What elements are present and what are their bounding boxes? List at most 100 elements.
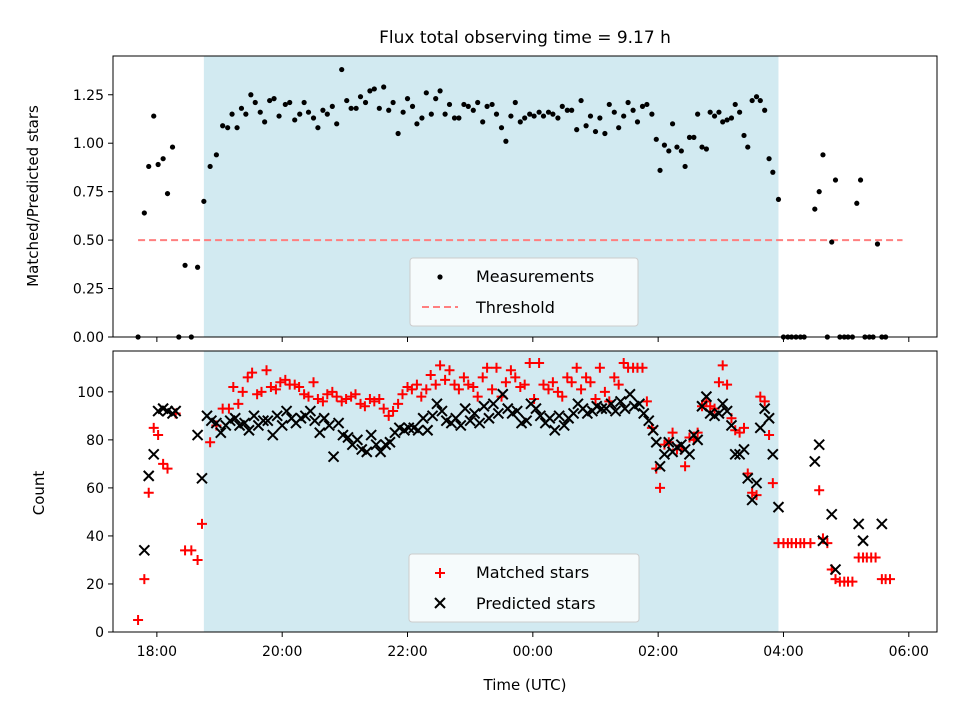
- measurement-point: [489, 101, 495, 108]
- matched-star-point: [449, 379, 460, 390]
- measurement-point: [611, 109, 617, 115]
- matched-star-point: [543, 384, 554, 395]
- predicted-star-point: [450, 412, 462, 424]
- predicted-star-point: [238, 417, 251, 429]
- measurement-point: [583, 123, 589, 129]
- predicted-star-point: [267, 429, 279, 441]
- predicted-star-point: [650, 436, 662, 448]
- matched-star-point: [613, 379, 624, 390]
- matched-star-point: [547, 377, 558, 388]
- measurement-point: [207, 163, 213, 170]
- matched-star-point: [576, 384, 587, 395]
- matched-star-point: [393, 398, 404, 409]
- measurement-point: [428, 111, 434, 117]
- y-tick-label: 100: [77, 385, 104, 401]
- measurement-point: [320, 107, 326, 113]
- measurement-point: [703, 146, 710, 152]
- matched-star-point: [590, 394, 601, 405]
- measurement-point: [508, 113, 514, 119]
- x-tick-label: 00:00: [513, 644, 553, 660]
- predicted-star-point: [248, 410, 260, 422]
- predicted-star-point: [210, 417, 223, 429]
- x-tick-label: 04:00: [763, 644, 803, 660]
- measurement-point: [644, 101, 650, 108]
- measurement-point: [248, 92, 254, 98]
- matched-star-point: [482, 362, 493, 373]
- matched-star-point: [275, 377, 286, 388]
- x-tick-label: 20:00: [262, 644, 302, 660]
- predicted-star-point: [534, 410, 547, 422]
- measurement-point: [691, 134, 697, 140]
- measurement-point: [770, 169, 776, 175]
- predicted-star-point: [817, 535, 829, 547]
- y-tick-label: 0.75: [73, 185, 104, 201]
- measurement-point: [484, 103, 490, 109]
- predicted-star-point: [455, 419, 467, 432]
- measurement-point: [630, 107, 636, 113]
- x-tick-label: 06:00: [889, 644, 929, 660]
- legend-predicted-label: Predicted stars: [476, 594, 596, 613]
- legend-measurements-marker: [437, 274, 443, 280]
- matched-star-point: [388, 406, 399, 417]
- predicted-star-point: [351, 434, 364, 446]
- y-tick-label: 0.25: [73, 282, 104, 298]
- matched-star-point: [885, 574, 896, 585]
- measurement-point: [324, 111, 330, 117]
- measurement-point: [461, 101, 467, 108]
- predicted-star-point: [750, 477, 763, 489]
- predicted-star-point: [596, 402, 608, 415]
- matched-star-point: [317, 396, 328, 407]
- predicted-star-point: [191, 429, 204, 441]
- measurement-point: [276, 113, 282, 119]
- predicted-star-point: [262, 414, 274, 427]
- measurement-point: [832, 177, 839, 183]
- matched-star-point: [196, 518, 207, 529]
- matched-star-point: [425, 370, 436, 381]
- measurement-point: [339, 66, 345, 73]
- matched-star-point: [722, 379, 733, 390]
- predicted-star-point: [553, 410, 565, 422]
- predicted-star-point: [412, 424, 424, 436]
- matched-star-point: [571, 362, 582, 373]
- predicted-star-point: [487, 398, 500, 410]
- measurement-point: [376, 105, 382, 111]
- matched-star-point: [713, 377, 724, 388]
- matched-star-point: [312, 394, 323, 405]
- matched-star-point: [814, 485, 825, 496]
- measurement-point: [229, 111, 235, 117]
- predicted-star-point: [758, 402, 771, 415]
- matched-star-point: [265, 382, 276, 393]
- x-tick-label: 22:00: [387, 644, 427, 660]
- predicted-star-point: [700, 390, 713, 403]
- matched-star-point: [435, 360, 446, 371]
- legend-predicted-marker: [434, 597, 446, 609]
- matched-star-point: [742, 468, 753, 479]
- measurement-point: [707, 109, 713, 115]
- matched-star-point: [143, 487, 154, 498]
- predicted-star-point: [473, 417, 486, 429]
- matched-star-point: [566, 377, 577, 388]
- measurement-point: [527, 111, 533, 117]
- measurement-point: [602, 130, 608, 137]
- measurement-point: [151, 113, 157, 119]
- predicted-star-point: [492, 407, 505, 420]
- measurement-point: [812, 206, 818, 212]
- measurement-point: [522, 115, 528, 121]
- x-tick-label: 02:00: [638, 644, 678, 660]
- measurement-point: [451, 115, 458, 121]
- predicted-star-point: [483, 412, 495, 424]
- measurement-point: [414, 121, 420, 127]
- predicted-star-point: [754, 422, 767, 434]
- bottom-legend: Matched stars Predicted stars: [408, 553, 640, 623]
- matched-star-point: [468, 382, 479, 393]
- measurement-point: [225, 125, 231, 131]
- matched-star-point: [223, 403, 234, 414]
- bottom-legend-box: [408, 553, 640, 623]
- predicted-star-point: [417, 412, 429, 424]
- measurement-point: [395, 130, 401, 137]
- top-y-label: Matched/Predicted stars: [24, 105, 42, 287]
- measurement-point: [155, 161, 161, 168]
- matched-star-point: [472, 391, 483, 402]
- chart-title: Flux total observing time = 9.17 h: [379, 28, 671, 48]
- predicted-star-point: [738, 443, 750, 456]
